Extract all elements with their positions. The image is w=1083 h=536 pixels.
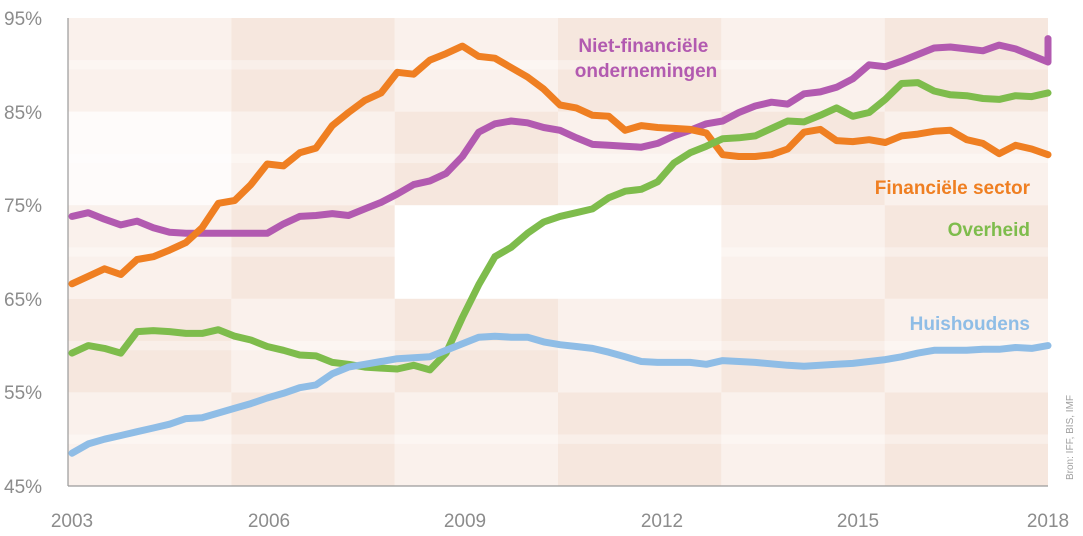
series-line-1 bbox=[68, 42, 1052, 288]
series-lines bbox=[68, 35, 1052, 457]
x-tick-label: 2018 bbox=[1027, 511, 1069, 532]
x-tick-label: 2003 bbox=[51, 511, 93, 532]
background-tile bbox=[68, 111, 232, 206]
background-tile bbox=[231, 392, 395, 486]
background-tile bbox=[231, 111, 395, 206]
x-tick-label: 2015 bbox=[837, 511, 879, 532]
background-tile bbox=[68, 18, 232, 112]
background-band bbox=[68, 60, 1048, 70]
series-labels: Niet-financiële ondernemingen Financiële… bbox=[575, 36, 1031, 335]
background-tile bbox=[394, 298, 558, 393]
x-tick-label: 2006 bbox=[248, 511, 290, 532]
background-band bbox=[68, 247, 1048, 257]
series-label-niet-financiele: Niet-financiële ondernemingen bbox=[575, 36, 718, 82]
background-tile bbox=[884, 111, 1048, 206]
x-tick-label: 2009 bbox=[444, 511, 486, 532]
series-label-overheid: Overheid bbox=[948, 220, 1030, 241]
y-tick-labels: 45% 55% 65% 75% 85% 95% bbox=[4, 9, 42, 498]
background-pattern bbox=[68, 18, 1048, 486]
x-tick-labels: 2003 2006 2009 2012 2015 2018 bbox=[51, 511, 1069, 532]
background-tile bbox=[721, 392, 885, 486]
series-line-3 bbox=[68, 332, 1052, 457]
y-tick-label: 75% bbox=[4, 196, 42, 217]
background-tile bbox=[231, 205, 395, 299]
x-tick-label: 2012 bbox=[641, 511, 683, 532]
background-tile bbox=[394, 392, 558, 486]
series-label-line: Niet-financiële bbox=[578, 36, 708, 57]
background-tile bbox=[721, 205, 885, 299]
series-label-financiele-sector: Financiële sector bbox=[875, 178, 1031, 199]
y-tick-label: 65% bbox=[4, 290, 42, 311]
series-line-0 bbox=[68, 35, 1052, 237]
background-tile bbox=[884, 205, 1048, 299]
y-tick-label: 55% bbox=[4, 383, 42, 404]
source-note: Bron: IFF, BIS, IMF bbox=[1065, 395, 1076, 480]
series-label-huishoudens: Huishoudens bbox=[910, 314, 1030, 335]
y-tick-label: 95% bbox=[4, 9, 42, 30]
background-tile bbox=[558, 18, 722, 112]
background-band bbox=[68, 153, 1048, 164]
series-label-line: ondernemingen bbox=[575, 61, 718, 82]
background-tile bbox=[721, 298, 885, 393]
background-tile bbox=[558, 392, 722, 486]
background-band bbox=[68, 434, 1048, 444]
series-line-2 bbox=[68, 79, 1052, 374]
background-tile bbox=[884, 392, 1048, 486]
y-tick-label: 45% bbox=[4, 477, 42, 498]
y-tick-label: 85% bbox=[4, 103, 42, 124]
